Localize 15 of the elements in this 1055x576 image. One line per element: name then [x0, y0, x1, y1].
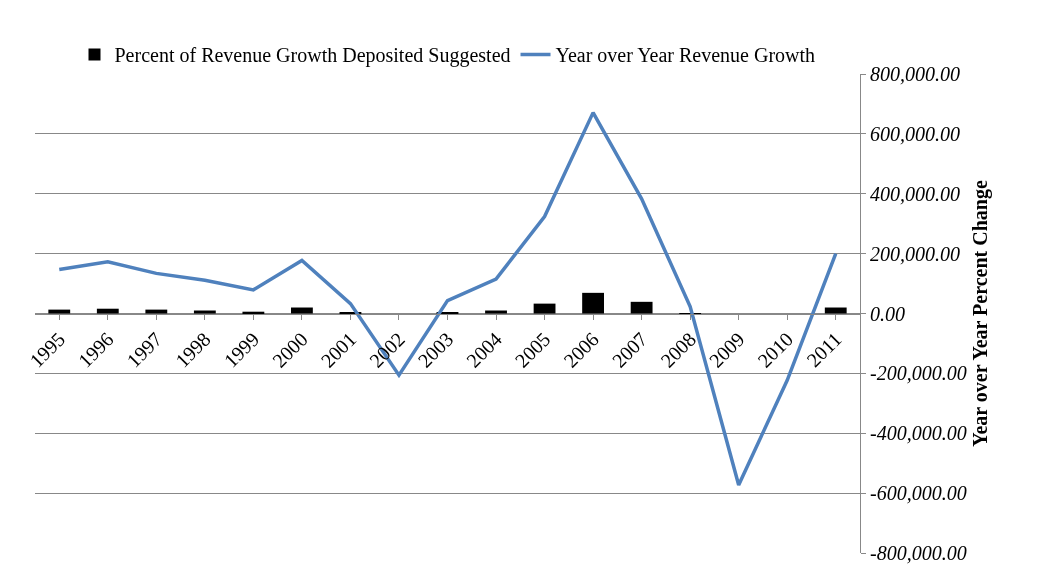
- legend-label: Percent of Revenue Growth Deposited Suggested: [114, 44, 511, 68]
- y-tick-label: -800,000.00: [870, 542, 967, 564]
- y-axis-title: Year over Year Percent Change: [968, 180, 992, 447]
- y-tick-label: -200,000.00: [870, 362, 967, 385]
- y-tick-label: 0.00: [870, 302, 905, 325]
- y-tick-label: -400,000.00: [870, 422, 967, 445]
- y-tick-label: -600,000.00: [870, 482, 967, 505]
- y-tick-label: 800,000.00: [870, 63, 960, 85]
- x-tick-label: 1998: [170, 327, 215, 372]
- x-tick-label: 2001: [316, 327, 361, 372]
- y-tick-label: 600,000.00: [870, 122, 960, 145]
- y-tick-label: 400,000.00: [870, 182, 960, 205]
- legend-label: Year over Year Revenue Growth: [555, 44, 816, 67]
- x-tick-label: 2011: [802, 327, 846, 372]
- y-tick-label: 200,000.00: [870, 242, 960, 265]
